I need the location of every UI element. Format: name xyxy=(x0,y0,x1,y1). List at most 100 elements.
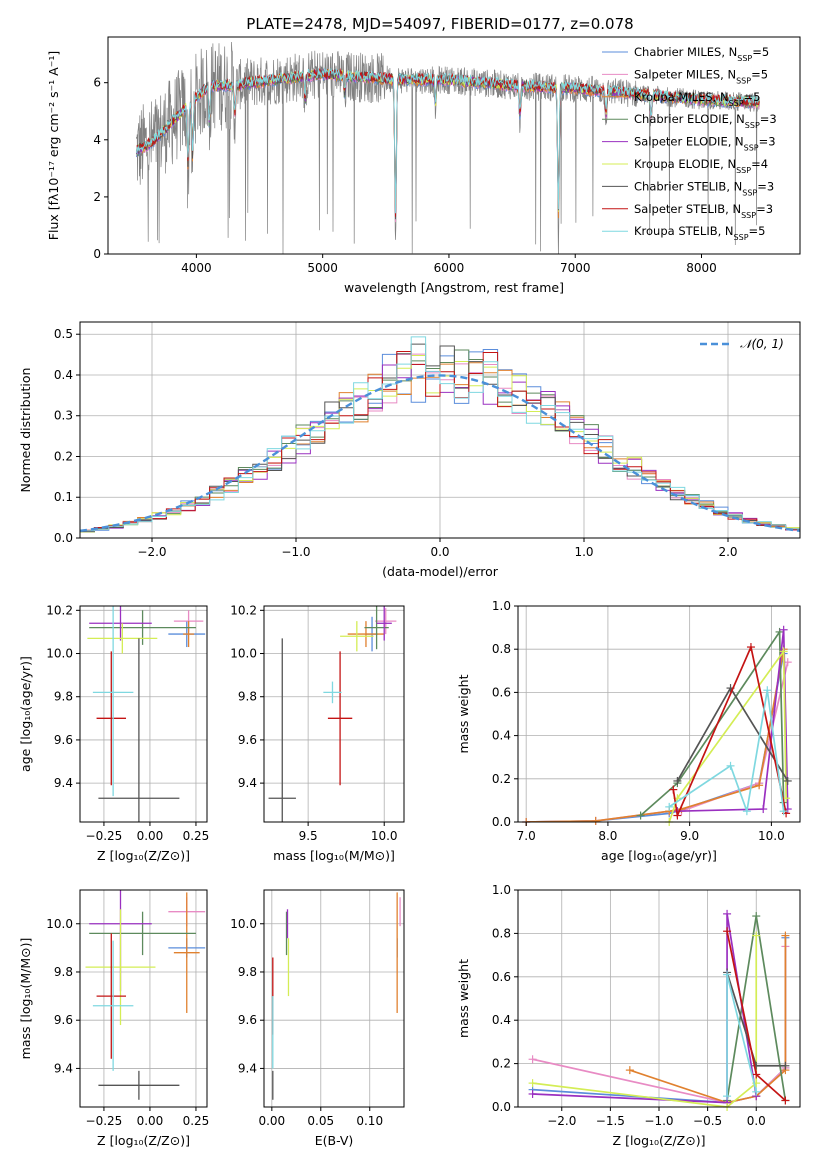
weight-line-4 xyxy=(677,629,789,813)
y-tick-label: 9.4 xyxy=(238,776,257,790)
plots-layer: 4000 5000 6000 7000 8000 0 2 4 6 wavelength [Angs… xyxy=(18,36,801,1148)
x-tick-label: 7.0 xyxy=(517,829,536,843)
axes-frame xyxy=(79,605,208,823)
y-tick-label: 9.4 xyxy=(238,1061,257,1075)
y-tick-label: 10.0 xyxy=(230,917,257,931)
legend-nssp: =4 xyxy=(751,157,768,171)
age_vs_Z-panel: −0.25 0.00 0.25 9.4 9.6 9.8 10.0 10.2 Z [log₁₀(Z… xyxy=(18,603,209,863)
y-tick-label: 4 xyxy=(93,133,101,147)
legend-entry: Salpeter ELODIE, NSSP=3 xyxy=(634,135,776,153)
y-tick-label: 0.4 xyxy=(492,729,511,743)
x-axis-label: wavelength [Angstrom, rest frame] xyxy=(344,280,564,295)
legend-entry: Salpeter MILES, NSSP=5 xyxy=(634,67,768,85)
legend-subscript: SSP xyxy=(741,210,756,219)
model-spectrum-8 xyxy=(135,67,760,214)
y-tick-label: 9.8 xyxy=(238,965,257,979)
legend-entry: Kroupa STELIB, NSSP=5 xyxy=(634,224,765,242)
x-axis-label: E(B-V) xyxy=(315,1133,354,1148)
y-tick-label: 9.8 xyxy=(54,690,73,704)
y-tick-label: 9.8 xyxy=(238,690,257,704)
weight-line-5 xyxy=(668,648,787,822)
x-tick-label: −1.5 xyxy=(596,1114,625,1128)
y-axis-label: Flux [fλ10⁻¹⁷ erg cm⁻² s⁻¹ A⁻¹] xyxy=(46,51,61,240)
legend-subscript: SSP xyxy=(745,121,760,130)
spectrum-panel: 4000 5000 6000 7000 8000 0 2 4 6 wavelength [Angs… xyxy=(46,36,801,295)
x-axis-label: age [log₁₀(age/yr)] xyxy=(601,848,717,863)
spectrum-legend: Chabrier MILES, NSSP=5 Salpeter MILES, NS… xyxy=(602,45,777,242)
x-axis-label: Z [log₁₀(Z/Z⊙)] xyxy=(613,1133,706,1148)
legend-nssp: =5 xyxy=(744,90,761,104)
legend-entry: Chabrier ELODIE, NSSP=3 xyxy=(634,112,777,130)
residuals-panel: −2.0 −1.0 0.0 1.0 2.0 0.0 0.1 0.2 0.3 0.4 0.5 (data… xyxy=(18,321,801,579)
x-tick-label: −2.0 xyxy=(137,545,166,559)
x-tick-label: 0.0 xyxy=(430,545,449,559)
age_vs_mass-panel: 9.5 10.0 9.4 9.6 9.8 10.0 10.2 mass [log₁₀(M/M⊙… xyxy=(230,603,405,863)
x-tick-label: 0.00 xyxy=(137,829,164,843)
y-axis-label: Normed distribution xyxy=(18,368,33,493)
y-axis-label: mass [log₁₀(M/M⊙)] xyxy=(18,938,33,1060)
x-tick-label: 4000 xyxy=(181,261,212,275)
legend-entry: Kroupa ELODIE, NSSP=4 xyxy=(634,157,768,175)
y-tick-label: 9.4 xyxy=(54,776,73,790)
mass_vs_ebv-panel: 0.00 0.05 0.10 9.4 9.6 9.8 10.0 E(B-V) xyxy=(230,889,405,1148)
y-tick-label: 10.2 xyxy=(230,603,257,617)
weight-line-5 xyxy=(532,935,758,1107)
y-tick-label: 0.4 xyxy=(492,1013,511,1027)
legend-subscript: SSP xyxy=(742,188,757,197)
x-tick-label: 10.0 xyxy=(758,829,785,843)
x-tick-label: 5000 xyxy=(307,261,338,275)
legend-nssp: =5 xyxy=(752,45,769,59)
legend-nssp: =5 xyxy=(749,224,766,238)
legend-subscript: SSP xyxy=(736,166,751,175)
weight-line-3 xyxy=(640,629,785,817)
x-tick-label: −0.25 xyxy=(86,829,123,843)
weight-line-0 xyxy=(526,653,785,822)
x-axis-label: mass [log₁₀(M/M⊙)] xyxy=(273,848,395,863)
x-tick-label: −1.0 xyxy=(281,545,310,559)
y-tick-label: 0.5 xyxy=(54,327,73,341)
x-axis-label: Z [log₁₀(Z/Z⊙)] xyxy=(97,1133,190,1148)
y-tick-label: 0.8 xyxy=(492,926,511,940)
y-tick-label: 10.0 xyxy=(230,647,257,661)
y-tick-label: 2 xyxy=(93,190,101,204)
x-tick-label: 0.00 xyxy=(258,1114,285,1128)
y-tick-label: 0.6 xyxy=(492,970,511,984)
legend-entry: Chabrier STELIB, NSSP=3 xyxy=(634,179,774,197)
x-tick-label: 9.5 xyxy=(299,829,318,843)
y-tick-label: 1.0 xyxy=(492,883,511,897)
y-tick-label: 0.0 xyxy=(492,1100,511,1114)
legend-subscript: SSP xyxy=(737,54,752,63)
mass_weight_vs_Z-panel: −2.0 −1.5 −1.0 −0.5 0.0 0.0 0.2 0.4 0.6 0.8 1.0 Z [… xyxy=(456,883,801,1148)
reference-legend-label: 𝒩(0, 1) xyxy=(740,337,784,351)
normal-reference-curve xyxy=(80,374,800,533)
x-tick-label: 6000 xyxy=(434,261,465,275)
x-tick-label: 0.10 xyxy=(356,1114,383,1128)
y-tick-label: 10.0 xyxy=(46,647,73,661)
y-tick-label: 1.0 xyxy=(492,599,511,613)
y-tick-label: 0.8 xyxy=(492,642,511,656)
x-tick-label: −1.0 xyxy=(644,1114,673,1128)
x-tick-label: −0.5 xyxy=(693,1114,722,1128)
legend-subscript: SSP xyxy=(734,233,749,242)
legend-nssp: =3 xyxy=(759,135,776,149)
y-tick-label: 9.8 xyxy=(54,965,73,979)
x-tick-label: 8000 xyxy=(686,261,717,275)
axes-frame xyxy=(79,889,208,1108)
axes-frame xyxy=(517,605,801,823)
x-tick-label: 0.0 xyxy=(747,1114,766,1128)
legend-nssp: =3 xyxy=(757,179,774,193)
y-axis-label: mass weight xyxy=(456,959,471,1038)
figure-title: PLATE=2478, MJD=54097, FIBERID=0177, z=0… xyxy=(246,15,633,33)
legend-nssp: =5 xyxy=(751,67,768,81)
legend-nssp: =3 xyxy=(756,202,773,216)
x-tick-label: 2.0 xyxy=(718,545,737,559)
legend-subscript: SSP xyxy=(729,98,744,107)
legend-entry: Chabrier MILES, NSSP=5 xyxy=(634,45,769,63)
x-tick-label: −2.0 xyxy=(547,1114,576,1128)
y-tick-label: 0.4 xyxy=(54,368,73,382)
x-tick-label: 9.0 xyxy=(680,829,699,843)
legend-nssp: =3 xyxy=(760,112,777,126)
axes-frame xyxy=(107,36,801,255)
y-tick-label: 0 xyxy=(93,247,101,261)
